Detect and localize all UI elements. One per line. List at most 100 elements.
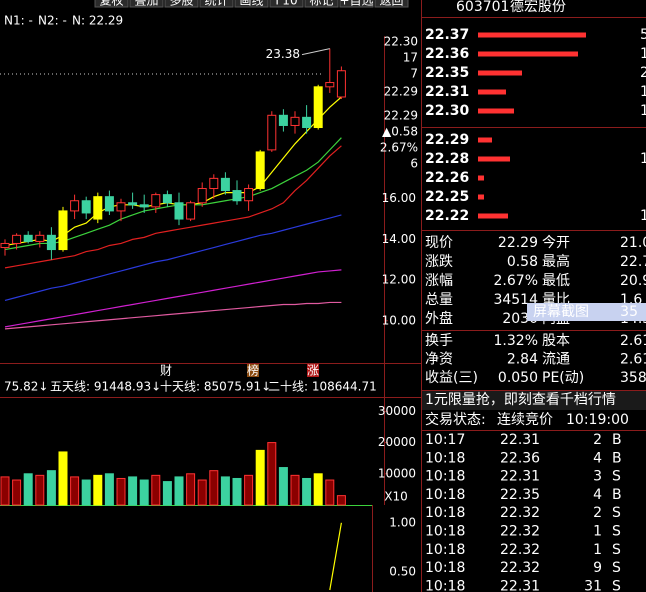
volume-bar	[70, 476, 80, 506]
volume-bar	[23, 473, 33, 506]
toolbar-button[interactable]	[94, 0, 129, 8]
volume-bar	[313, 473, 323, 506]
trade-price: 22.31	[500, 469, 540, 485]
candle-body	[290, 116, 300, 126]
trade-side: S	[612, 524, 621, 540]
book-price: 22.22	[425, 208, 469, 224]
marker-bg[interactable]	[160, 364, 172, 377]
toolbar-label[interactable]: F10	[275, 0, 297, 8]
volume-bar	[104, 473, 114, 506]
stock-name: 德宏股份	[510, 0, 566, 15]
trade-time: 10:18	[425, 578, 465, 592]
legend-entry: 75.82↓	[4, 380, 48, 394]
trade-volume: 1	[593, 542, 602, 558]
ma-line	[4, 145, 342, 269]
toolbar-button[interactable]	[129, 0, 164, 8]
marker-bg[interactable]	[307, 364, 319, 377]
book-bar	[478, 194, 484, 200]
volume-bar	[35, 474, 45, 506]
candle-body	[244, 188, 254, 202]
marker[interactable]: 榜	[247, 363, 259, 378]
marker-bg[interactable]	[247, 364, 259, 377]
peak-label: 23.38	[266, 47, 300, 61]
volume-bar	[186, 473, 196, 506]
toolbar-button[interactable]	[374, 0, 409, 8]
marker[interactable]: 财	[160, 364, 172, 378]
toolbar-label[interactable]: 返回	[379, 0, 403, 8]
toolbar-button[interactable]	[199, 0, 234, 8]
quote-label: 外盘	[425, 310, 453, 327]
toolbar-label[interactable]: 叠加	[134, 0, 158, 8]
toolbar-label[interactable]: 画线	[239, 0, 263, 8]
candle-body	[255, 151, 265, 190]
candle-body	[186, 202, 196, 220]
candle-body	[232, 190, 242, 202]
trade-volume: 4	[593, 487, 602, 503]
quote-value: 0.58	[507, 254, 538, 270]
trade-volume: 1	[593, 524, 602, 540]
toolbar-button[interactable]	[234, 0, 269, 8]
toolbar-button[interactable]	[269, 0, 304, 8]
candle-body	[174, 202, 184, 220]
popup[interactable]	[527, 303, 646, 321]
quote-label: 今开	[542, 235, 570, 251]
volume-bar	[58, 451, 68, 506]
ma-line	[4, 269, 342, 328]
y-tick-label: 12.00	[382, 273, 416, 287]
toolbar-label[interactable]: +自选	[339, 0, 373, 8]
volume-bar	[46, 470, 56, 506]
popup-title[interactable]: 屏幕截图	[533, 304, 589, 320]
volume-bar	[93, 474, 103, 506]
quote-value: 20.9	[620, 273, 646, 289]
legend-entry: 十天线: 85075.91↓	[160, 380, 271, 394]
toolbar-button[interactable]	[339, 0, 374, 8]
candle-body	[58, 210, 68, 251]
book-price: 22.37	[425, 27, 469, 43]
toolbar-label[interactable]: 多股	[169, 0, 193, 8]
book-bar	[478, 137, 492, 143]
candle-body	[151, 194, 161, 208]
indicator: N2: -	[38, 14, 67, 28]
volume-bar	[255, 449, 265, 506]
trade-volume: 4	[593, 450, 602, 466]
book-volume: 1	[640, 151, 646, 167]
banner[interactable]: 1元限量抢，即刻查看千档行情	[425, 391, 616, 408]
toolbar-label[interactable]: 标记	[309, 0, 333, 8]
quote-label: 现价	[425, 235, 453, 251]
marker[interactable]: 涨	[307, 363, 319, 378]
candle-body	[209, 177, 219, 190]
quote-label: 最低	[542, 273, 570, 289]
volume-bar	[302, 477, 312, 506]
trade-time: 10:18	[425, 469, 465, 485]
book-price: 22.31	[425, 84, 469, 100]
trade-side: S	[612, 469, 621, 485]
toolbar-label[interactable]: 复权	[99, 0, 123, 8]
volume-bar	[325, 479, 335, 506]
volume-bar	[244, 474, 254, 506]
book-bar	[478, 108, 514, 114]
banner-bg[interactable]	[422, 391, 646, 410]
toolbar-label[interactable]: 统计	[204, 0, 228, 8]
indicator: N1: -	[4, 14, 33, 28]
side-label: ▲0.58	[382, 125, 418, 139]
trade-time: 10:18	[425, 505, 465, 521]
stock-code: 603701	[456, 0, 509, 15]
toolbar-button[interactable]	[304, 0, 339, 8]
trade-side: S	[612, 542, 621, 558]
volume-bar	[209, 470, 219, 506]
book-volume: 1	[640, 103, 646, 119]
book-price: 22.30	[425, 103, 470, 119]
y-tick-label: 20000	[378, 435, 416, 449]
candle-body	[313, 86, 323, 129]
popup-value[interactable]: 35	[620, 304, 638, 320]
quote-value: 1.32%	[494, 333, 538, 349]
side-label: 2.67%	[380, 141, 418, 155]
volume-bar	[139, 479, 149, 506]
side-label: 22.29	[384, 109, 418, 123]
candle-body	[302, 116, 312, 129]
book-price: 22.29	[425, 132, 469, 148]
quote-label: 净资	[425, 352, 453, 368]
toolbar-button[interactable]	[164, 0, 199, 8]
candle-body	[220, 177, 230, 192]
candle-body	[197, 188, 207, 204]
